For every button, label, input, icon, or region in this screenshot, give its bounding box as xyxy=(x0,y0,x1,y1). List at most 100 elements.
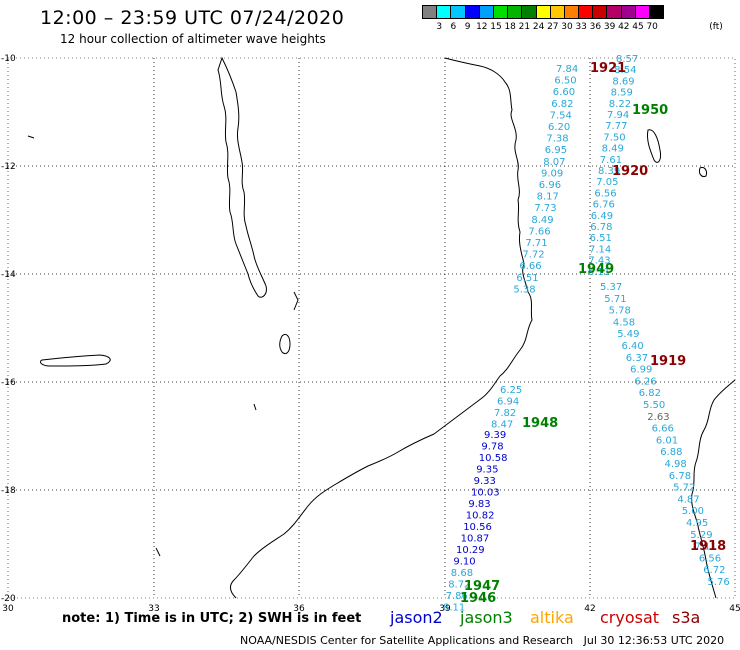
wave-height-label: 6.56 xyxy=(699,553,721,564)
wave-height-label: 7.71 xyxy=(525,238,547,249)
colorbar-label: 6 xyxy=(450,22,457,32)
wave-height-label: 5.29 xyxy=(690,530,712,541)
wave-height-label: 8.57 xyxy=(616,54,638,65)
wave-height-label: 6.51 xyxy=(516,273,538,284)
wave-height-label: 2.63 xyxy=(647,412,669,423)
wave-height-label: 5.76 xyxy=(708,577,730,588)
wave-height-label: 8.54 xyxy=(614,65,636,76)
wave-height-label: 8.49 xyxy=(531,215,553,226)
wave-height-label: 4.58 xyxy=(613,317,635,328)
map-subtitle: 12 hour collection of altimeter wave hei… xyxy=(60,32,326,46)
wave-height-label: 6.60 xyxy=(553,87,575,98)
wave-height-label: 6.11 xyxy=(588,267,610,278)
wave-height-label: 7.05 xyxy=(596,177,618,188)
satellite-s3a: s3a xyxy=(672,608,701,627)
pass-label: 1946 xyxy=(460,591,496,606)
wave-height-label: 7.72 xyxy=(522,250,544,261)
wave-height-label: 6.66 xyxy=(519,261,541,272)
wave-height-label: 8.69 xyxy=(612,76,634,87)
wave-height-label: 6.94 xyxy=(497,397,519,408)
satellite-altika: altika xyxy=(530,608,574,627)
colorbar-label: 18 xyxy=(504,22,516,32)
wave-height-label: 10.29 xyxy=(456,545,485,556)
wave-height-label: 5.38 xyxy=(513,284,535,295)
colorbar-label: 15 xyxy=(490,22,502,32)
wave-height-label: 8.11 xyxy=(443,603,465,614)
wave-height-label: 8.39 xyxy=(598,166,620,177)
colorbar-swatch xyxy=(649,5,665,19)
map-title: 12:00 – 23:59 UTC 07/24/2020 xyxy=(40,7,345,29)
lon-tick-label: 33 xyxy=(148,604,159,614)
wave-height-label: 8.72 xyxy=(448,580,470,591)
wave-height-label: 7.66 xyxy=(528,226,550,237)
wave-height-label: 6.82 xyxy=(551,99,573,110)
wave-height-label: 5.49 xyxy=(617,329,639,340)
colorbar-label: 70 xyxy=(646,22,658,32)
wave-height-label: 10.87 xyxy=(461,534,490,545)
wave-height-label: 6.82 xyxy=(639,388,661,399)
pass-label: 1920 xyxy=(612,164,648,179)
colorbar-labels: 3 6 9 12 15 18 21 24 27 30 33 36 39 42 45 70 (ft) xyxy=(422,22,740,36)
wave-height-label: 6.78 xyxy=(669,471,691,482)
wave-height-label: 6.37 xyxy=(626,353,648,364)
wave-height-label: 9.83 xyxy=(468,499,490,510)
colorbar-label: 21 xyxy=(518,22,531,32)
pass-label: 1948 xyxy=(522,416,558,431)
lat-tick-label: -10 xyxy=(1,54,16,64)
pass-label: 1919 xyxy=(650,354,686,369)
lat-tick-label: -12 xyxy=(1,162,16,172)
wave-height-label: 6.99 xyxy=(630,365,652,376)
wave-height-label: 7.94 xyxy=(607,110,629,121)
wave-height-label: 9.78 xyxy=(481,442,503,453)
colorbar-label: 9 xyxy=(464,22,471,32)
wave-height-label: 10.58 xyxy=(479,453,508,464)
wave-height-label: 8.07 xyxy=(543,157,565,168)
colorbar-label: 12 xyxy=(476,22,488,32)
wave-height-label: 9.10 xyxy=(453,557,475,568)
wave-height-label: 6.51 xyxy=(590,233,612,244)
wave-height-label: 6.76 xyxy=(593,200,615,211)
wave-height-label: 4.95 xyxy=(686,518,708,529)
wave-height-labels: 7.846.506.606.827.546.207.386.958.079.09… xyxy=(443,54,730,614)
wave-height-label: 10.56 xyxy=(463,522,492,533)
colorbar-label: 36 xyxy=(589,22,602,32)
wave-height-label: 7.43 xyxy=(588,256,610,267)
lat-tick-label: -16 xyxy=(1,378,16,388)
wave-height-label: 4.87 xyxy=(677,494,699,505)
colorbar xyxy=(422,5,665,19)
lon-tick-label: 39 xyxy=(439,604,451,614)
wave-height-label: 8.68 xyxy=(451,568,473,579)
wave-height-label: 6.66 xyxy=(652,424,674,435)
lon-tick-label: 30 xyxy=(2,604,14,614)
coastline xyxy=(27,56,736,599)
satellite-jason3: jason3 xyxy=(460,608,513,627)
wave-height-label: 6.88 xyxy=(660,447,682,458)
wave-height-label: 5.00 xyxy=(682,506,704,517)
wave-height-label: 6.26 xyxy=(634,376,656,387)
colorbar-label: 42 xyxy=(618,22,630,32)
wave-height-label: 5.72 xyxy=(673,483,695,494)
pass-label: 1949 xyxy=(578,262,614,277)
pass-label: 1921 xyxy=(590,61,626,76)
wave-height-label: 7.50 xyxy=(603,132,625,143)
colorbar-unit: (ft) xyxy=(709,22,723,32)
wave-height-label: 7.38 xyxy=(546,134,568,145)
wave-height-label: 6.95 xyxy=(545,145,567,156)
wave-height-label: 9.39 xyxy=(484,430,506,441)
lon-tick-label: 45 xyxy=(729,604,740,614)
credit-text: NOAA/NESDIS Center for Satellite Applica… xyxy=(240,634,574,647)
footer-note: note: 1) Time is in UTC; 2) SWH is in fe… xyxy=(62,611,362,626)
credit-line: NOAA/NESDIS Center for Satellite Applica… xyxy=(240,634,724,647)
pass-label: 1950 xyxy=(632,103,668,118)
wave-height-label: 9.09 xyxy=(541,168,563,179)
wave-height-label: 5.37 xyxy=(600,282,622,293)
wave-height-label: 7.86 xyxy=(446,591,468,602)
lon-tick-label: 36 xyxy=(293,604,305,614)
colorbar-label: 24 xyxy=(532,22,545,32)
wave-height-label: 7.61 xyxy=(600,155,622,166)
wave-height-label: 6.40 xyxy=(622,341,644,352)
lon-tick-label: 42 xyxy=(584,604,595,614)
satellite-cryosat: cryosat xyxy=(600,608,660,627)
